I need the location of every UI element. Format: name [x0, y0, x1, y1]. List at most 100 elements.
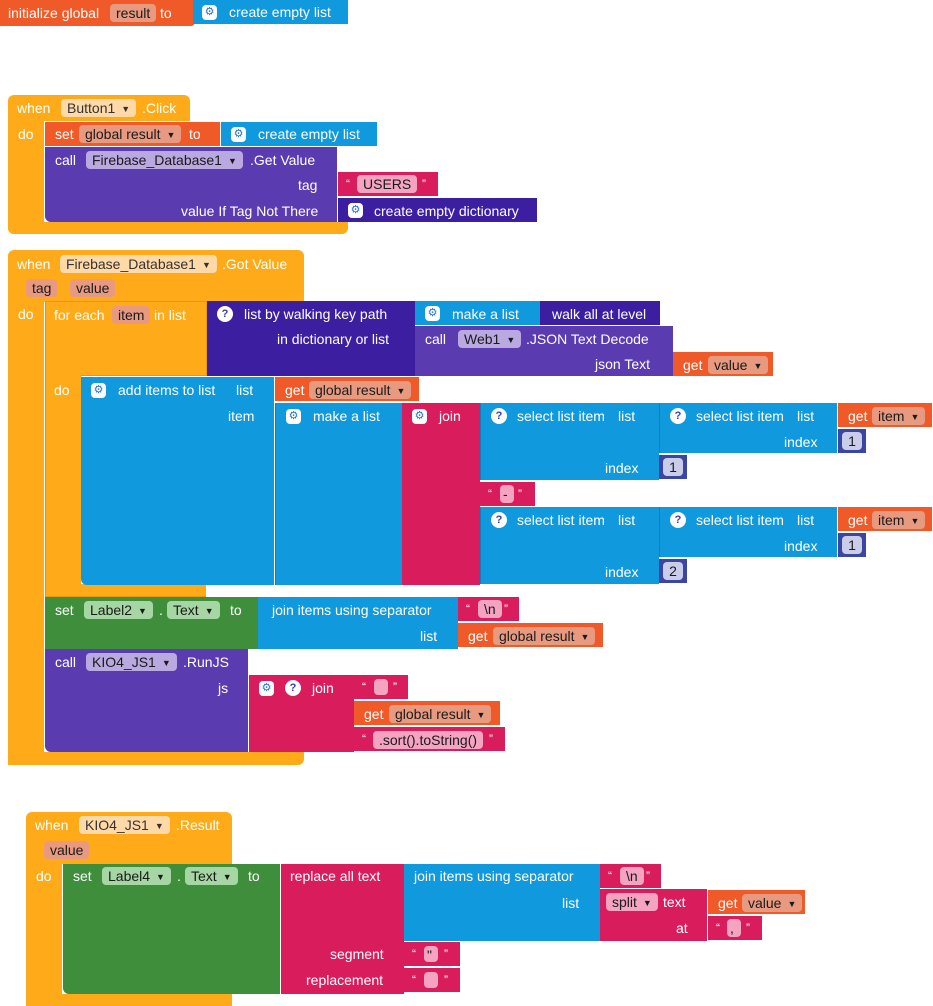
newline-text-value[interactable]: \n	[620, 867, 644, 885]
number-value[interactable]: 1	[842, 432, 862, 450]
kio4-dropdown-2[interactable]: KIO4_JS1 ▼	[79, 816, 170, 834]
join-with-separator-block-2[interactable]: join items using separator list	[404, 864, 600, 941]
gear-icon[interactable]: ⚙	[348, 203, 363, 218]
gear-icon[interactable]: ⚙	[286, 409, 301, 424]
segment-text-value[interactable]: "	[424, 946, 438, 963]
item-loop-var[interactable]: item	[112, 306, 151, 324]
comma-text-value[interactable]: ,	[727, 919, 741, 937]
for-each-block[interactable]: for each item in list	[45, 301, 207, 376]
gear-icon[interactable]: ⚙	[259, 681, 274, 696]
quote-text-value[interactable]	[374, 679, 388, 695]
get-item-block-1[interactable]: get item ▼	[838, 403, 932, 427]
number-block-2[interactable]: 2	[659, 559, 687, 583]
get-item-block-2[interactable]: get item ▼	[838, 507, 932, 531]
make-a-list-block[interactable]: ⚙ make a list	[415, 301, 540, 325]
help-icon[interactable]: ?	[670, 408, 686, 424]
select-list-item-block-2[interactable]: ? select list item list index	[480, 507, 659, 584]
label4-dropdown[interactable]: Label4 ▼	[102, 867, 171, 885]
walk-key-path-block[interactable]: ? list by walking key path in dictionary…	[207, 301, 415, 376]
make-a-list-block-2[interactable]: ⚙ make a list	[275, 403, 402, 585]
help-icon[interactable]: ?	[491, 512, 507, 528]
value-dropdown[interactable]: value ▼	[708, 356, 769, 374]
firebase-get-value-block[interactable]: call Firebase_Database1 ▼ .Get Value tag …	[45, 147, 337, 222]
item-dropdown[interactable]: item ▼	[872, 511, 926, 529]
number-value[interactable]: 1	[842, 536, 862, 554]
runjs-call-block[interactable]: call KIO4_JS1 ▼ .RunJS js	[45, 649, 248, 752]
gear-icon[interactable]: ⚙	[202, 5, 217, 20]
join-block-2[interactable]: ⚙ ? join	[249, 675, 354, 752]
newline-text-block[interactable]: “ \n ”	[458, 597, 519, 621]
text-property-dropdown[interactable]: Text ▼	[167, 601, 220, 619]
global-result-dropdown[interactable]: global result ▼	[389, 705, 492, 723]
firebase-dropdown[interactable]: Firebase_Database1 ▼	[86, 151, 243, 169]
tag-param[interactable]: tag	[26, 279, 58, 297]
split-dropdown[interactable]: split ▼	[606, 893, 658, 911]
get-global-result-block-2[interactable]: get global result ▼	[458, 623, 603, 647]
result-event-block[interactable]: when KIO4_JS1 ▼ .Result value	[26, 812, 232, 864]
help-icon[interactable]: ?	[217, 306, 233, 322]
walk-all-block[interactable]: walk all at level	[540, 301, 660, 325]
gear-icon[interactable]: ⚙	[91, 383, 106, 398]
initialize-global-block[interactable]: initialize global result to	[0, 0, 195, 26]
global-result-dropdown[interactable]: global result ▼	[79, 125, 182, 143]
get-value-block[interactable]: get value ▼	[673, 352, 773, 376]
create-empty-list-block-2[interactable]: ⚙ create empty list	[221, 122, 377, 146]
replace-all-block[interactable]: replace all text segment replacement	[281, 864, 404, 994]
number-value[interactable]: 1	[663, 458, 683, 476]
web1-dropdown[interactable]: Web1 ▼	[458, 330, 522, 348]
dash-text-value[interactable]: -	[500, 485, 514, 503]
join-with-separator-block[interactable]: join items using separator list	[258, 597, 458, 649]
add-items-to-list-block[interactable]: ⚙ add items to list list item	[81, 377, 274, 585]
newline-text-value[interactable]: \n	[478, 600, 502, 618]
select-list-item-block-1[interactable]: ? select list item list index	[480, 403, 659, 480]
number-block-1[interactable]: 1	[659, 455, 687, 479]
label2-dropdown[interactable]: Label2 ▼	[84, 601, 153, 619]
firebase-dropdown-2[interactable]: Firebase_Database1 ▼	[60, 255, 217, 273]
sort-text-value[interactable]: .sort().toString()	[373, 731, 484, 749]
help-icon[interactable]: ?	[670, 512, 686, 528]
users-text-value[interactable]: USERS	[357, 175, 418, 193]
replacement-text-value[interactable]	[424, 972, 438, 988]
gear-icon[interactable]: ⚙	[412, 409, 427, 424]
segment-text-block[interactable]: “ " ”	[404, 942, 460, 966]
get-global-result-block-3[interactable]: get global result ▼	[354, 701, 500, 725]
create-empty-list-block[interactable]: ⚙ create empty list	[193, 0, 348, 24]
get-value-block-2[interactable]: get value ▼	[708, 890, 805, 914]
text-property-dropdown[interactable]: Text ▼	[185, 867, 238, 885]
item-dropdown[interactable]: item ▼	[872, 407, 926, 425]
kio4-dropdown[interactable]: KIO4_JS1 ▼	[86, 653, 177, 671]
sort-text-block[interactable]: “ .sort().toString() ”	[354, 727, 505, 751]
gear-icon[interactable]: ⚙	[231, 127, 246, 142]
value-dropdown[interactable]: value ▼	[742, 894, 803, 912]
split-block[interactable]: split ▼ text at	[600, 889, 707, 941]
create-empty-dictionary-block[interactable]: ⚙ create empty dictionary	[338, 198, 537, 222]
dash-text-block[interactable]: “ - ”	[480, 482, 535, 506]
comma-text-block[interactable]: “ , ”	[708, 916, 762, 940]
help-icon[interactable]: ?	[285, 680, 301, 696]
number-block-2a[interactable]: 1	[838, 533, 866, 557]
got-value-event-block[interactable]: when Firebase_Database1 ▼ .Got Value tag …	[8, 250, 304, 302]
select-list-item-block-2a[interactable]: ? select list item list index	[659, 507, 837, 557]
quote-text-block[interactable]: “ ”	[354, 675, 408, 699]
global-result-dropdown[interactable]: global result ▼	[493, 627, 596, 645]
json-decode-block[interactable]: call Web1 ▼ .JSON Text Decode json Text	[415, 326, 673, 376]
set-label2-text-block[interactable]: set Label2 ▼ . Text ▼ to	[45, 597, 258, 649]
gear-icon[interactable]: ⚙	[425, 306, 440, 321]
replacement-text-block[interactable]: “ ”	[404, 968, 460, 992]
value-param[interactable]: value	[44, 841, 90, 859]
global-result-dropdown[interactable]: global result ▼	[309, 381, 412, 399]
button1-dropdown[interactable]: Button1 ▼	[61, 99, 137, 117]
get-global-result-block[interactable]: get global result ▼	[275, 377, 419, 401]
number-block-1a[interactable]: 1	[838, 429, 866, 453]
button-click-event-block[interactable]: when Button1 ▼ .Click	[8, 95, 190, 121]
value-param[interactable]: value	[70, 279, 116, 297]
global-var-name[interactable]: result	[110, 4, 157, 22]
users-text-block[interactable]: “ USERS ”	[338, 172, 438, 196]
set-label4-text-block[interactable]: set Label4 ▼ . Text ▼ to	[63, 864, 280, 994]
help-icon[interactable]: ?	[491, 408, 507, 424]
select-list-item-block-1a[interactable]: ? select list item list index	[659, 403, 837, 453]
join-block[interactable]: ⚙ join	[402, 403, 480, 585]
number-value[interactable]: 2	[663, 562, 683, 580]
set-global-result-block[interactable]: set global result ▼ to	[45, 122, 220, 146]
newline-text-block-2[interactable]: “ \n ”	[600, 864, 661, 888]
